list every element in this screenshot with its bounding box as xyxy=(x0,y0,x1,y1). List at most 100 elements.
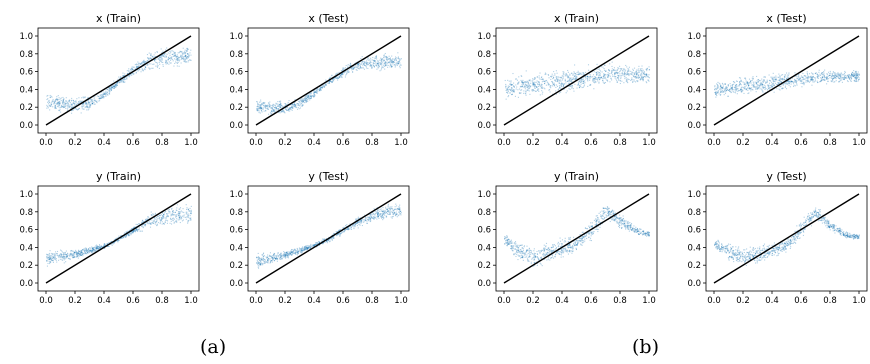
scatter-point xyxy=(349,64,351,66)
scatter-point xyxy=(597,73,599,75)
scatter-point xyxy=(316,88,318,90)
scatter-point xyxy=(365,216,367,218)
scatter-point xyxy=(305,99,307,101)
scatter-point xyxy=(47,257,49,259)
scatter-point xyxy=(102,245,105,247)
scatter-point xyxy=(296,247,298,250)
scatter-point xyxy=(273,254,275,256)
scatter-point xyxy=(522,82,524,84)
scatter-point xyxy=(148,63,150,65)
scatter-point xyxy=(175,58,178,60)
scatter-point xyxy=(46,254,48,256)
scatter-point xyxy=(263,104,265,106)
scatter-point xyxy=(337,77,339,79)
scatter-point xyxy=(725,87,728,89)
scatter-point xyxy=(373,60,375,62)
scatter-point xyxy=(548,84,550,86)
scatter-point xyxy=(373,208,375,210)
scatter-point xyxy=(81,251,83,253)
scatter-point xyxy=(186,49,188,51)
scatter-point xyxy=(772,79,774,81)
scatter-point xyxy=(176,221,178,223)
scatter-point xyxy=(163,54,165,56)
x-tick-label: 1.0 xyxy=(184,296,198,306)
scatter-point xyxy=(533,89,535,92)
scatter-point xyxy=(316,92,318,94)
scatter-point xyxy=(368,216,370,218)
scatter-point xyxy=(392,208,394,210)
scatter-point xyxy=(61,258,63,260)
scatter-point xyxy=(310,95,312,97)
scatter-point xyxy=(156,220,158,223)
scatter-point xyxy=(78,108,80,110)
scatter-point xyxy=(328,82,331,84)
scatter-point xyxy=(54,106,56,108)
scatter-point xyxy=(59,98,61,100)
scatter-point xyxy=(273,256,275,259)
scatter-point xyxy=(518,76,520,78)
scatter-point xyxy=(175,56,177,58)
scatter-point xyxy=(379,210,381,213)
scatter-point xyxy=(390,61,392,64)
scatter-point xyxy=(173,65,175,67)
scatter-point xyxy=(85,106,87,108)
scatter-point xyxy=(580,80,582,82)
scatter-point xyxy=(302,100,304,102)
scatter-point xyxy=(524,84,526,86)
scatter-point xyxy=(305,96,307,98)
scatter-point xyxy=(155,65,157,67)
scatter-point xyxy=(185,204,187,206)
scatter-point xyxy=(272,110,274,112)
scatter-point xyxy=(85,100,87,102)
scatter-point xyxy=(285,254,287,256)
scatter-point xyxy=(619,80,621,82)
scatter-point xyxy=(287,256,289,258)
scatter-point xyxy=(49,262,51,265)
scatter-point xyxy=(269,105,271,107)
scatter-point xyxy=(392,215,394,217)
scatter-point xyxy=(114,86,116,88)
scatter-point xyxy=(369,218,371,220)
scatter-point xyxy=(571,78,573,80)
scatter-point xyxy=(723,91,725,93)
scatter-point xyxy=(628,66,630,68)
scatter-point xyxy=(561,76,563,78)
scatter-point xyxy=(560,85,562,87)
scatter-point xyxy=(842,74,844,76)
scatter-point xyxy=(110,89,112,92)
scatter-point xyxy=(126,234,128,236)
scatter-point xyxy=(343,71,345,73)
scatter-point xyxy=(86,249,88,251)
scatter-point xyxy=(313,91,315,93)
scatter-point xyxy=(610,71,613,73)
scatter-point xyxy=(743,82,745,84)
scatter-point xyxy=(173,53,175,55)
scatter-point xyxy=(108,242,110,244)
scatter-point xyxy=(375,56,377,58)
scatter-point xyxy=(88,101,90,104)
scatter-point xyxy=(338,76,340,79)
y-tick-label: 0.6 xyxy=(687,68,701,78)
scatter-point xyxy=(136,65,138,67)
scatter-point xyxy=(295,106,297,108)
scatter-point xyxy=(271,112,273,114)
scatter-point xyxy=(332,79,334,81)
scatter-point xyxy=(301,247,303,249)
scatter-point xyxy=(267,259,269,261)
scatter-point xyxy=(62,96,64,99)
scatter-point xyxy=(150,219,152,221)
scatter-point xyxy=(287,253,289,255)
scatter-point xyxy=(366,62,368,64)
scatter-point xyxy=(340,232,342,234)
scatter-point xyxy=(814,77,816,79)
scatter-point xyxy=(377,216,379,218)
scatter-point xyxy=(385,64,387,66)
scatter-point xyxy=(321,87,323,89)
scatter-point xyxy=(178,211,180,213)
scatter-point xyxy=(71,106,73,108)
scatter-point xyxy=(391,66,393,68)
scatter-point xyxy=(154,58,156,60)
scatter-point xyxy=(273,257,275,259)
scatter-point xyxy=(626,78,628,80)
scatter-point xyxy=(183,216,185,218)
